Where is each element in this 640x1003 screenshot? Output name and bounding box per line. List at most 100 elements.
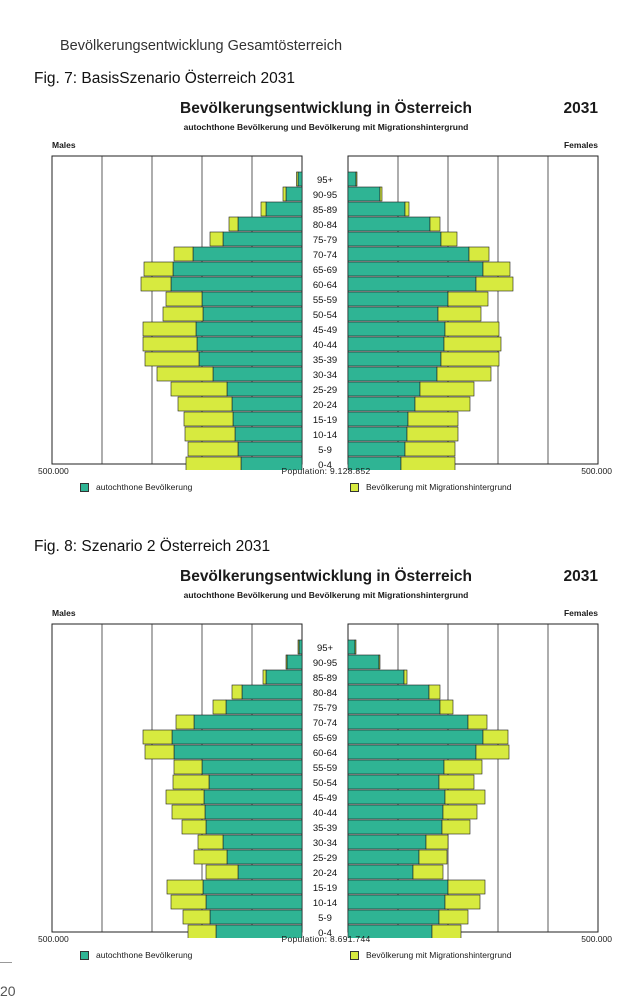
age-group-label: 45-49 [313,325,337,336]
bar-male-migration [185,456,242,470]
bar-male-migration [144,744,175,760]
age-group-label: 40-44 [313,808,337,819]
bar-female-autochthon [347,789,446,805]
age-group-label: 25-29 [313,385,337,396]
bar-female-migration [444,321,500,337]
bar-female-migration [440,231,458,247]
females-label: Females [563,608,598,618]
bar-male-autochthon [212,366,303,382]
bar-female-migration [443,759,483,775]
bar-female-migration [436,366,492,382]
bar-female-autochthon [347,804,444,820]
bar-female-autochthon [347,246,470,262]
bar-male-migration [166,879,204,895]
bar-female-autochthon [347,684,430,700]
legend-migration: Bevölkerung mit Migrationshintergrund [350,482,512,492]
bar-male-migration [170,894,207,910]
bar-male-migration [296,171,299,187]
bar-female-migration [355,171,358,187]
age-group-label: 85-89 [313,205,337,216]
bar-male-autochthon [203,789,303,805]
bar-male-autochthon [285,186,303,202]
bar-male-migration [177,396,233,412]
bar-female-migration [447,879,486,895]
bar-male-migration [297,639,300,655]
bar-female-autochthon [347,411,409,427]
population-total: Population: 8.691.744 [281,934,371,944]
bar-female-migration [443,336,502,352]
bar-female-autochthon [347,216,431,232]
bar-female-autochthon [347,699,441,715]
bar-female-autochthon [347,201,406,217]
bar-male-migration [173,246,194,262]
bar-female-migration [412,864,444,880]
bar-male-autochthon [173,744,303,760]
bar-male-autochthon [192,246,303,262]
bar-male-autochthon [265,669,303,685]
age-group-label: 30-34 [313,370,337,381]
age-group-label: 95+ [317,175,334,186]
age-group-label: 15-19 [313,883,337,894]
bar-male-autochthon [205,819,303,835]
age-group-label: 25-29 [313,853,337,864]
age-group-label: 35-39 [313,355,337,366]
legend-swatch-auto [80,482,89,492]
pyramid-plot: 0-4 5-9 10-14 15-19 20-24 25-29 30-34 35-39 40-4… [51,155,599,470]
bar-female-autochthon [347,909,440,925]
axis-right-label: 500.000 [581,934,612,944]
age-group-label: 60-64 [313,280,337,291]
bar-male-autochthon [196,336,303,352]
bar-male-migration [181,819,207,835]
bar-female-migration [414,396,471,412]
bar-male-migration [187,441,239,457]
bar-female-autochthon [347,834,427,850]
bar-male-autochthon [234,426,303,442]
figure-8-caption: Fig. 8: Szenario 2 Österreich 2031 [34,538,271,555]
bar-male-migration [209,231,224,247]
bar-male-autochthon [202,879,303,895]
age-group-label: 80-84 [313,688,337,699]
population-total: Population: 9.128.852 [281,466,371,476]
bar-female-autochthon [347,426,408,442]
chart-year: 2031 [563,568,598,585]
bar-female-migration [482,729,509,745]
bar-male-migration [212,699,227,715]
legend-label: Bevölkerung mit Migrationshintergrund [366,482,512,492]
bar-female-autochthon [347,654,380,670]
axis-right-label: 500.000 [581,466,612,476]
bar-male-migration [165,291,203,307]
bar-male-migration [173,759,203,775]
males-label: Males [52,140,76,150]
bar-female-migration [447,291,489,307]
bar-female-migration [431,924,462,938]
age-group-label: 10-14 [313,430,337,441]
bar-female-autochthon [347,639,356,655]
bar-female-migration [444,894,481,910]
bar-male-migration [172,774,210,790]
bar-female-autochthon [347,171,357,187]
age-group-label: 65-69 [313,733,337,744]
bar-male-autochthon [237,216,303,232]
bar-female-autochthon [347,879,449,895]
bar-male-autochthon [202,306,303,322]
bar-female-migration [441,819,471,835]
legend-migration: Bevölkerung mit Migrationshintergrund [350,950,512,960]
age-group-label: 55-59 [313,763,337,774]
bar-male-migration [262,669,267,685]
bar-male-migration [142,321,197,337]
bar-female-migration [400,456,456,470]
bar-female-migration [428,684,441,700]
age-group-label: 45-49 [313,793,337,804]
age-group-label: 95+ [317,643,334,654]
age-group-label: 80-84 [313,220,337,231]
chart-subtitle: autochthone Bevölkerung und Bevölkerung … [183,590,469,600]
legend-label: autochthone Bevölkerung [96,482,193,492]
bar-female-autochthon [347,396,416,412]
figure-8-chart: Bevölkerungsentwicklung in Österreich 20… [0,568,640,988]
bar-male-migration [140,276,172,292]
bar-female-migration [438,774,475,790]
bar-female-migration [403,669,408,685]
bar-female-migration [468,246,490,262]
legend-autochthone: autochthone Bevölkerung [80,950,192,960]
figure-7-caption: Fig. 7: BasisSzenario Österreich 2031 [34,70,296,87]
